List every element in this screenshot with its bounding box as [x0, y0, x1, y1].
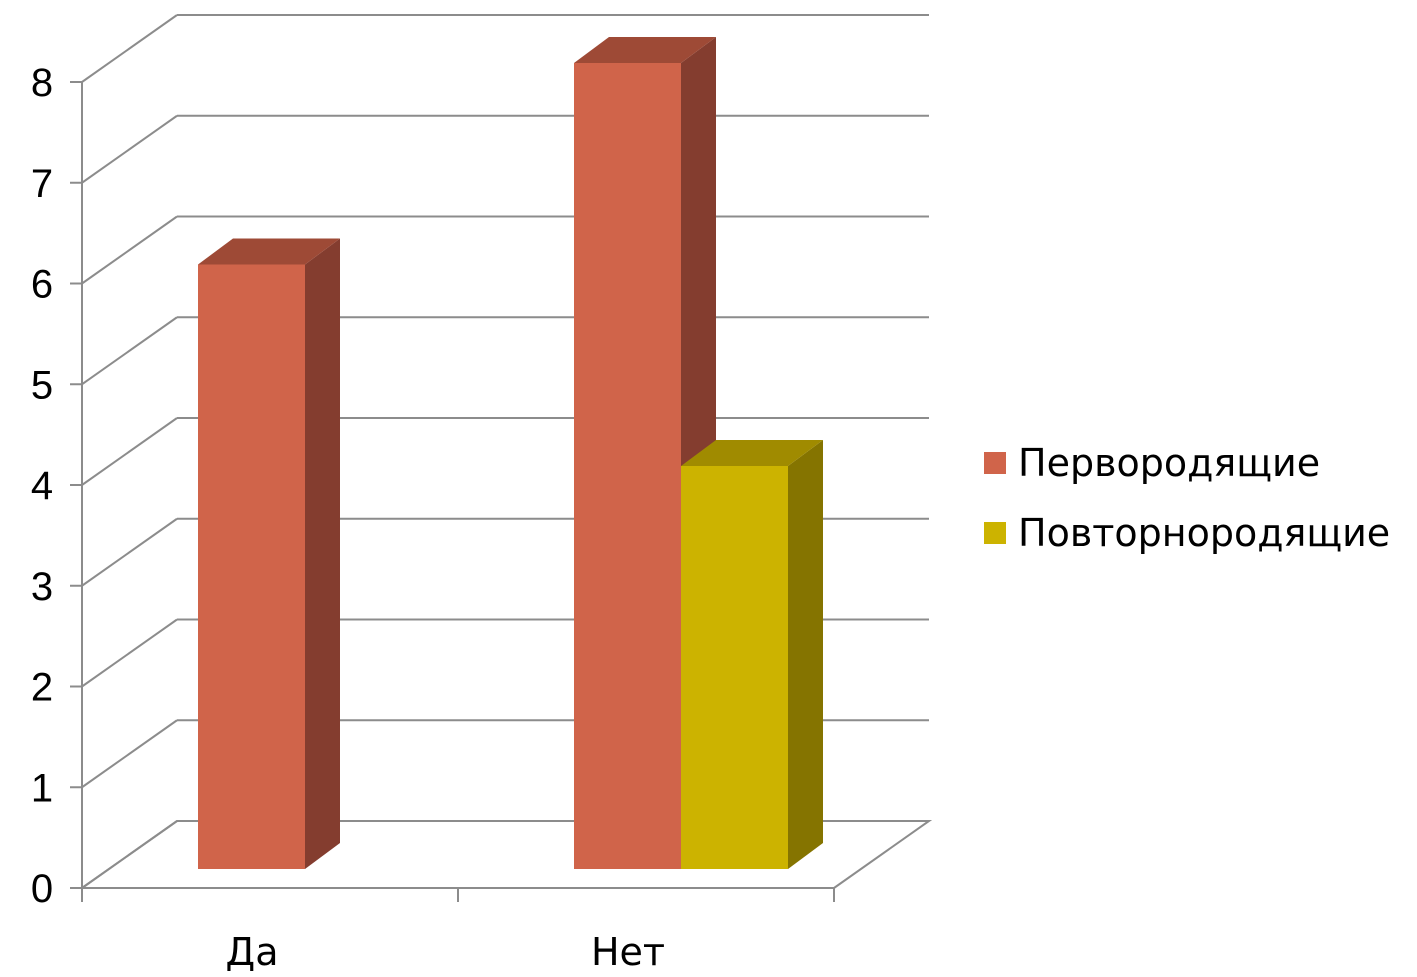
legend-label-series-2: Повторнородящие: [1018, 511, 1391, 555]
x-tick-label: Нет: [591, 930, 665, 974]
bar-side: [305, 238, 340, 869]
legend-swatch-series-2: [984, 522, 1006, 544]
x-tick-label: Да: [226, 930, 279, 974]
bar-front: [574, 63, 681, 869]
y-tick-label: 8: [31, 61, 53, 105]
y-tick-label: 1: [31, 766, 53, 810]
bar-front: [198, 264, 305, 869]
gridline-diagonal: [81, 719, 178, 789]
y-tick-label: 4: [31, 464, 53, 508]
gridline-diagonal: [81, 14, 178, 83]
y-tick-label: 3: [31, 565, 53, 609]
bar-top: [574, 37, 716, 63]
bars: [198, 37, 823, 869]
legend-label-series-1: Первородящие: [1018, 441, 1321, 485]
gridline-diagonal: [81, 215, 178, 285]
gridline-diagonal: [81, 316, 178, 386]
y-tick-label: 6: [31, 263, 53, 307]
gridline-diagonal: [81, 517, 178, 587]
y-tick-label: 5: [31, 363, 53, 407]
floor-outline: [81, 820, 933, 889]
gridline-diagonal: [81, 114, 178, 184]
gridline-diagonal: [81, 417, 178, 486]
y-tick-label: 0: [31, 867, 53, 911]
bar: [681, 440, 823, 869]
gridline-diagonal: [81, 618, 178, 688]
y-tick-label: 2: [31, 666, 53, 710]
bar-side: [788, 440, 823, 869]
legend-swatch-series-1: [984, 452, 1006, 474]
axes: [70, 81, 933, 902]
y-tick-label: 7: [31, 162, 53, 206]
bar-front: [681, 466, 788, 869]
labels: 0 1 2 3 4 5 6 7 8 Да Нет: [31, 61, 665, 974]
legend-item-series-2: Повторнородящие: [984, 498, 1390, 568]
bar-top: [681, 440, 823, 466]
bar: [198, 238, 340, 869]
legend: Первородящие Повторнородящие: [984, 428, 1390, 568]
bar-top: [198, 238, 340, 265]
legend-item-series-1: Первородящие: [984, 428, 1390, 498]
